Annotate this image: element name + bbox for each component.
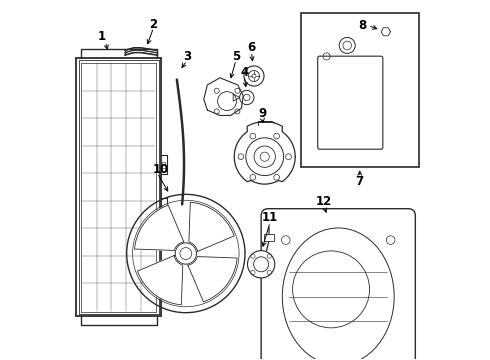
Text: 6: 6 — [247, 41, 256, 54]
Text: 5: 5 — [232, 50, 240, 63]
Polygon shape — [135, 205, 184, 251]
Text: 4: 4 — [240, 66, 248, 79]
Text: 12: 12 — [316, 195, 332, 208]
Polygon shape — [138, 256, 183, 305]
Bar — [264, 234, 274, 240]
Text: 9: 9 — [258, 107, 267, 120]
FancyBboxPatch shape — [318, 56, 383, 149]
Circle shape — [339, 37, 355, 53]
Polygon shape — [189, 202, 234, 252]
Bar — [300, 13, 419, 167]
Bar — [162, 212, 165, 215]
Text: 3: 3 — [183, 50, 191, 63]
Text: 1: 1 — [98, 30, 106, 43]
Bar — [162, 162, 165, 165]
Text: 11: 11 — [262, 211, 278, 224]
Polygon shape — [188, 257, 237, 302]
Circle shape — [247, 251, 275, 278]
Text: 2: 2 — [149, 18, 158, 31]
FancyBboxPatch shape — [261, 209, 416, 360]
Text: 10: 10 — [152, 163, 169, 176]
Text: 8: 8 — [358, 19, 366, 32]
Bar — [162, 168, 165, 171]
Bar — [162, 206, 165, 209]
Text: 7: 7 — [356, 175, 364, 188]
